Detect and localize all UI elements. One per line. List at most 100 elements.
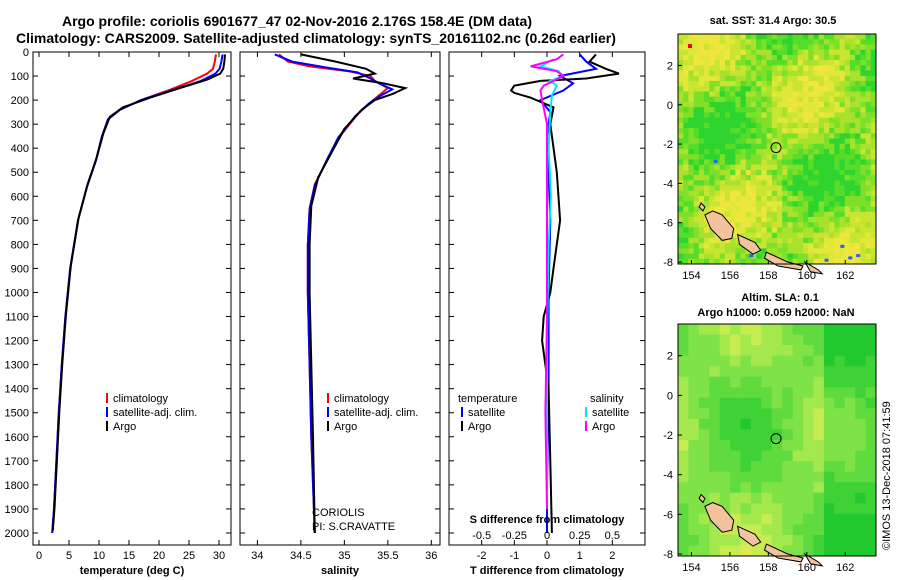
salinity-axis-label: salinity bbox=[321, 565, 360, 577]
temperature-ytick-label: 200 bbox=[11, 95, 29, 107]
sla-land-island bbox=[698, 493, 706, 504]
sla-land-island bbox=[704, 501, 735, 533]
temperature-series-line bbox=[51, 54, 226, 531]
difference-legend-title: salinity bbox=[590, 393, 624, 405]
temperature-xtick-label: 0 bbox=[36, 550, 42, 562]
sla-land-island bbox=[736, 525, 762, 547]
temperature-xtick-label: 15 bbox=[123, 550, 135, 562]
salinity-series-line bbox=[300, 53, 409, 534]
salinity-annotation: PI: S.CRAVATTE bbox=[312, 521, 395, 533]
difference-axis-label: T difference from climatology bbox=[470, 565, 625, 577]
temperature-ytick-label: 1300 bbox=[5, 360, 29, 372]
salinity-diff-tick-label: 0.5 bbox=[605, 530, 620, 542]
temperature-ytick-label: 100 bbox=[11, 71, 29, 83]
temperature-ytick-label: 1100 bbox=[5, 312, 29, 324]
sst-xtick-label: 154 bbox=[682, 270, 700, 282]
sst-cool-pixel bbox=[749, 254, 754, 258]
salinity-series-line bbox=[274, 53, 395, 534]
temperature-legend-label: Argo bbox=[113, 421, 136, 433]
sst-ytick-label: -2 bbox=[663, 139, 673, 151]
sla-ytick-label: -8 bbox=[663, 549, 673, 561]
sst-cool-pixel bbox=[856, 254, 861, 258]
sla-ytick-label: 2 bbox=[667, 351, 673, 363]
sla-land-island bbox=[763, 543, 804, 563]
sst-map-title: sat. SST: 31.4 Argo: 30.5 bbox=[710, 15, 837, 27]
temperature-ytick-label: 600 bbox=[11, 191, 29, 203]
sst-heatmap-cells bbox=[678, 34, 877, 265]
difference-temp-legend-label: Argo bbox=[468, 421, 491, 433]
salinity-diff-tick-label: -0.5 bbox=[472, 530, 491, 542]
salinity-diff-tick-label: 0 bbox=[544, 530, 550, 542]
sla-map-title-line2: Argo h1000: 0.059 h2000: NaN bbox=[697, 307, 854, 319]
salinity-plot-frame bbox=[239, 51, 441, 546]
sst-xtick-label: 158 bbox=[759, 270, 777, 282]
figure-title-line2: Climatology: CARS2009. Satellite-adjuste… bbox=[16, 30, 616, 46]
sla-argo-position-marker bbox=[770, 433, 782, 445]
temperature-ytick-label: 1700 bbox=[5, 456, 29, 468]
sst-argo-position-marker bbox=[770, 142, 782, 154]
temperature-ytick-label: 400 bbox=[11, 143, 29, 155]
temperature-plot-frame bbox=[32, 51, 232, 546]
sst-land-island bbox=[763, 251, 804, 271]
salinity-diff-tick-label: -0.25 bbox=[502, 530, 527, 542]
salinity-annotation: CORIOLIS bbox=[312, 507, 365, 519]
temperature-xtick-label: 5 bbox=[66, 550, 72, 562]
difference-series-line bbox=[530, 53, 566, 509]
sst-xtick-label: 156 bbox=[721, 270, 739, 282]
sst-ytick-label: -8 bbox=[663, 257, 673, 269]
sla-ytick-label: 0 bbox=[667, 390, 673, 402]
sst-land-island bbox=[704, 210, 735, 241]
sst-cool-pixel bbox=[713, 159, 718, 163]
temperature-ytick-label: 900 bbox=[11, 263, 29, 275]
sla-map-frame bbox=[677, 323, 877, 557]
temperature-ytick-label: 1000 bbox=[5, 287, 29, 299]
difference-xtick-label: 1 bbox=[577, 550, 583, 562]
temperature-ytick-label: 1800 bbox=[5, 480, 29, 492]
salinity-xtick-label: 34.5 bbox=[290, 550, 311, 562]
sst-ytick-label: 2 bbox=[667, 60, 673, 72]
difference-xtick-label: 2 bbox=[609, 550, 615, 562]
salinity-legend-label: climatology bbox=[334, 393, 390, 405]
difference-xtick-label: -2 bbox=[477, 550, 487, 562]
temperature-ytick-label: 1500 bbox=[5, 408, 29, 420]
sst-ytick-label: 0 bbox=[667, 100, 673, 112]
sla-xtick-label: 158 bbox=[759, 562, 777, 574]
sla-heatmap-cells bbox=[678, 324, 877, 557]
temperature-ytick-label: 1200 bbox=[5, 336, 29, 348]
salinity-xtick-label: 35.5 bbox=[377, 550, 398, 562]
sst-cool-pixel bbox=[848, 256, 853, 260]
sst-hot-pixel bbox=[688, 44, 692, 48]
sst-ytick-label: -6 bbox=[663, 218, 673, 230]
temperature-legend-label: climatology bbox=[113, 393, 169, 405]
difference-temp-legend-label: satellite bbox=[468, 407, 505, 419]
sla-xtick-label: 162 bbox=[836, 562, 854, 574]
sst-land-island bbox=[736, 233, 762, 255]
sla-land-island bbox=[803, 552, 824, 567]
sla-ytick-label: -4 bbox=[663, 470, 673, 482]
difference-sal-legend-label: satellite bbox=[592, 407, 629, 419]
salinity-diff-axis-label: S difference from climatology bbox=[470, 514, 626, 526]
temperature-ytick-label: 800 bbox=[11, 239, 29, 251]
temperature-series-line bbox=[51, 54, 224, 534]
salinity-series-line bbox=[278, 53, 390, 534]
sst-map-frame bbox=[677, 33, 877, 265]
difference-sal-legend-label: Argo bbox=[592, 421, 615, 433]
temperature-series-line bbox=[51, 54, 217, 534]
difference-xtick-label: 0 bbox=[544, 550, 550, 562]
temperature-xtick-label: 20 bbox=[153, 550, 165, 562]
temperature-axis-label: temperature (deg C) bbox=[80, 565, 185, 577]
difference-xtick-label: -1 bbox=[509, 550, 519, 562]
salinity-diff-tick-label: 0.25 bbox=[569, 530, 590, 542]
temperature-ytick-label: 0 bbox=[23, 47, 29, 59]
sla-map-title-line1: Altim. SLA: 0.1 bbox=[741, 292, 819, 304]
temperature-ytick-label: 500 bbox=[11, 167, 29, 179]
imos-credit: ©IMOS 13-Dec-2018 07:41:59 bbox=[881, 401, 893, 550]
temperature-ytick-label: 1400 bbox=[5, 384, 29, 396]
salinity-legend-label: satellite-adj. clim. bbox=[334, 407, 418, 419]
sla-xtick-label: 156 bbox=[721, 562, 739, 574]
sst-cool-pixel bbox=[840, 244, 845, 248]
salinity-xtick-label: 34 bbox=[251, 550, 263, 562]
sst-cool-pixel bbox=[824, 258, 829, 262]
difference-legend-title: temperature bbox=[458, 393, 517, 405]
